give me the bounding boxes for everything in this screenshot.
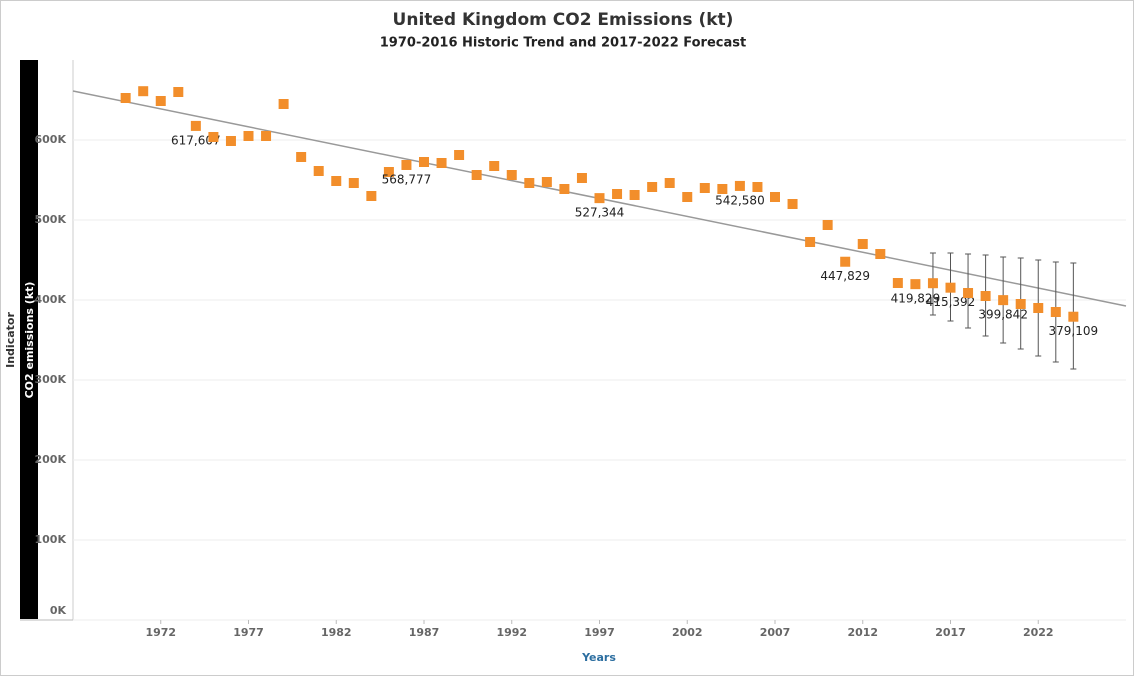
point: [313, 166, 324, 176]
point: [752, 182, 763, 192]
y-outer-label: Indicator: [4, 312, 17, 368]
y-tick-label: 200K: [35, 453, 67, 466]
y-tick-label: 300K: [35, 373, 67, 386]
point: [243, 131, 254, 141]
data-label: 379,109: [1049, 324, 1099, 338]
point: [945, 282, 956, 293]
point: [559, 184, 570, 194]
data-label: 568,777: [382, 172, 432, 186]
point: [261, 131, 272, 141]
point: [805, 237, 816, 247]
data-label: 617,607: [171, 133, 221, 147]
y-tick-label: 100K: [35, 533, 67, 546]
point: [471, 170, 482, 180]
point: [225, 136, 236, 146]
point: [278, 99, 289, 109]
point: [1033, 303, 1044, 313]
y-tick-label: 0K: [50, 604, 67, 617]
point: [296, 152, 307, 162]
point: [857, 239, 868, 249]
chart-title: United Kingdom CO2 Emissions (kt): [393, 10, 734, 30]
point: [436, 158, 447, 168]
x-tick-label: 2002: [672, 626, 703, 639]
point: [208, 132, 219, 142]
y-label-band: [20, 60, 38, 619]
point: [173, 87, 184, 97]
y-axis-label: CO2 emissions (kt): [23, 282, 36, 399]
x-axis-label: Years: [581, 651, 616, 664]
point: [366, 191, 377, 201]
point: [155, 96, 166, 106]
data-label: 415,392: [926, 295, 976, 309]
point: [541, 177, 552, 187]
point: [822, 220, 833, 230]
x-tick-label: 1972: [145, 626, 176, 639]
point: [190, 120, 201, 131]
data-label: 419,829: [891, 292, 941, 306]
y-tick-label: 600K: [35, 133, 67, 146]
point: [980, 291, 991, 301]
point: [383, 167, 394, 177]
x-tick-label: 2012: [847, 626, 878, 639]
point: [419, 157, 429, 167]
x-tick-label: 2017: [935, 626, 966, 639]
point: [927, 278, 938, 289]
point: [401, 159, 412, 170]
x-tick-label: 2022: [1023, 626, 1054, 639]
point: [1068, 311, 1079, 322]
point: [348, 178, 359, 188]
point: [998, 295, 1009, 306]
point: [454, 150, 465, 160]
point: [717, 184, 728, 194]
point: [612, 189, 623, 199]
point: [506, 170, 517, 180]
data-label: 399,842: [978, 308, 1028, 322]
point: [682, 192, 693, 202]
point: [875, 249, 886, 259]
point: [594, 193, 605, 204]
point: [770, 192, 780, 202]
point: [576, 173, 587, 183]
point: [734, 180, 745, 191]
data-label: 542,580: [715, 193, 765, 207]
point: [489, 161, 500, 171]
point: [963, 288, 974, 298]
x-tick-label: 1982: [321, 626, 352, 639]
point: [524, 178, 535, 188]
y-tick-label: 400K: [35, 293, 67, 306]
data-label: 527,344: [575, 206, 625, 220]
y-tick-label: 500K: [35, 213, 67, 226]
point: [1015, 299, 1026, 309]
x-tick-label: 1977: [233, 626, 264, 639]
point: [664, 178, 675, 188]
point: [840, 256, 851, 267]
data-label: 447,829: [820, 269, 870, 283]
chart-subtitle: 1970-2016 Historic Trend and 2017-2022 F…: [380, 36, 746, 51]
point: [910, 279, 921, 290]
point: [699, 183, 710, 193]
point: [331, 176, 342, 186]
point: [138, 86, 149, 97]
point: [629, 190, 640, 200]
x-tick-label: 1992: [496, 626, 527, 639]
point: [647, 182, 658, 192]
x-tick-label: 1987: [409, 626, 440, 639]
point: [787, 199, 798, 209]
point: [120, 93, 131, 103]
x-tick-label: 2007: [760, 626, 791, 639]
point: [892, 278, 903, 288]
point: [1050, 307, 1061, 317]
x-tick-label: 1997: [584, 626, 615, 639]
